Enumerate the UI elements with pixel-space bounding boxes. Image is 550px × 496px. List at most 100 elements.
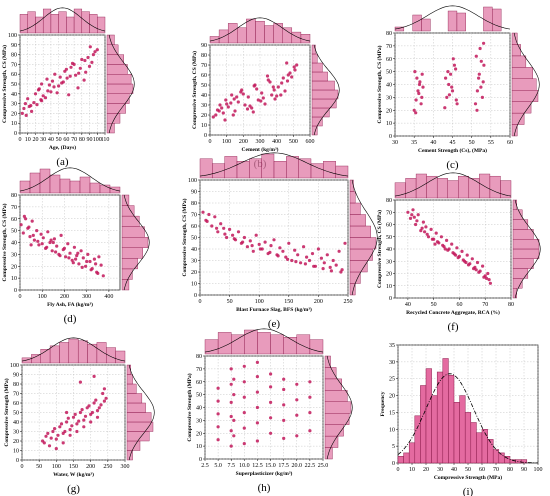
data-point: [68, 74, 72, 78]
x-tick-label: 70: [71, 137, 77, 143]
data-point: [337, 249, 341, 253]
data-point: [482, 275, 486, 279]
right-marginal-bar: [324, 367, 337, 380]
histogram-bar: [453, 402, 460, 464]
y-axis-label: Compressive Strength, CS (MPa): [376, 210, 383, 288]
x-tick-label: 60: [63, 137, 69, 143]
data-point: [226, 105, 230, 109]
x-tick-label: 20: [32, 137, 38, 143]
y-tick-label: 80: [386, 198, 392, 204]
data-point: [63, 69, 67, 73]
data-point: [420, 226, 424, 230]
data-point: [231, 113, 235, 117]
data-point: [415, 76, 419, 80]
y-tick-label: 20: [386, 108, 392, 114]
data-point: [21, 231, 25, 235]
data-point: [69, 65, 73, 69]
data-point: [30, 109, 34, 113]
y-tick-label: 30: [196, 418, 202, 424]
x-tick-label: 2.5: [201, 463, 209, 469]
x-tick-label: 80: [79, 137, 85, 143]
data-point: [215, 226, 219, 230]
data-point: [290, 258, 294, 263]
data-point: [28, 235, 32, 239]
data-point: [419, 102, 423, 106]
data-point: [27, 104, 31, 109]
x-tick-label: 0: [19, 137, 22, 143]
data-point: [447, 93, 451, 97]
data-point: [241, 92, 245, 96]
y-tick-label: 0: [389, 134, 392, 140]
data-point: [40, 242, 44, 246]
data-point: [53, 72, 57, 76]
data-point: [74, 257, 78, 261]
data-point: [214, 113, 218, 117]
panel-a: 0 10 20 30 40 50 60 70 80 90 100110010203040506070…: [1, 7, 135, 168]
data-point: [293, 248, 297, 252]
data-point: [481, 80, 485, 84]
data-point: [255, 87, 259, 91]
top-marginal-bar: [19, 180, 31, 194]
data-point: [33, 92, 38, 96]
data-point: [477, 72, 481, 76]
top-marginal-bar: [66, 16, 75, 34]
data-point: [254, 233, 258, 237]
data-point: [276, 254, 280, 258]
right-marginal-bar: [126, 393, 143, 404]
data-point: [49, 436, 53, 440]
data-point: [269, 244, 273, 248]
data-point: [75, 254, 79, 258]
data-point: [464, 260, 468, 265]
plot-frame: [204, 355, 324, 460]
data-point: [420, 72, 424, 76]
data-point: [58, 75, 62, 79]
panel-label: (d): [64, 313, 77, 325]
panel-label: (i): [463, 486, 474, 496]
data-point: [236, 230, 241, 234]
data-point: [263, 240, 267, 244]
right-marginal-bar: [512, 248, 540, 260]
data-point: [95, 48, 99, 52]
data-point: [205, 219, 209, 223]
data-point: [282, 387, 286, 392]
y-tick-label: 50: [13, 411, 19, 417]
data-point: [450, 242, 454, 246]
data-point: [420, 95, 424, 99]
data-point: [255, 390, 259, 394]
x-tick-label: 50: [431, 302, 437, 308]
panel-label: (c): [446, 159, 459, 171]
data-point: [71, 415, 76, 419]
data-point: [294, 260, 298, 264]
y-tick-label: 20: [201, 113, 207, 119]
data-point: [412, 108, 416, 112]
data-point: [250, 244, 254, 248]
data-point: [232, 418, 236, 422]
data-point: [263, 102, 267, 106]
data-point: [242, 235, 246, 240]
data-point: [426, 235, 431, 239]
data-point: [94, 262, 98, 266]
data-point: [245, 107, 250, 111]
x-tick-label: 100: [534, 467, 543, 473]
data-point: [82, 418, 86, 422]
right-marginal-bar: [311, 62, 323, 73]
data-point: [216, 425, 220, 429]
plot-frame: [19, 194, 121, 291]
right-marginal-bar: [121, 237, 149, 248]
x-tick-label: 50: [227, 299, 233, 305]
data-point: [282, 418, 286, 422]
x-tick-label: 40: [430, 140, 436, 146]
data-point: [229, 414, 233, 419]
panel-label: (g): [67, 483, 80, 495]
y-tick-label: 30: [191, 259, 197, 265]
data-point: [52, 85, 56, 89]
panel-h: 2.5 5.0 7.5 10.0 12.5 15.0 17.5 20.0 22.5 25.0 0 10…: [186, 328, 353, 494]
data-point: [84, 70, 88, 74]
y-tick-label: 60: [11, 72, 17, 78]
x-tick-label: 40: [451, 467, 457, 473]
data-point: [30, 219, 34, 223]
data-point: [47, 444, 52, 448]
y-tick-label: 60: [386, 223, 392, 229]
x-tick-label: 5.0: [214, 463, 222, 469]
